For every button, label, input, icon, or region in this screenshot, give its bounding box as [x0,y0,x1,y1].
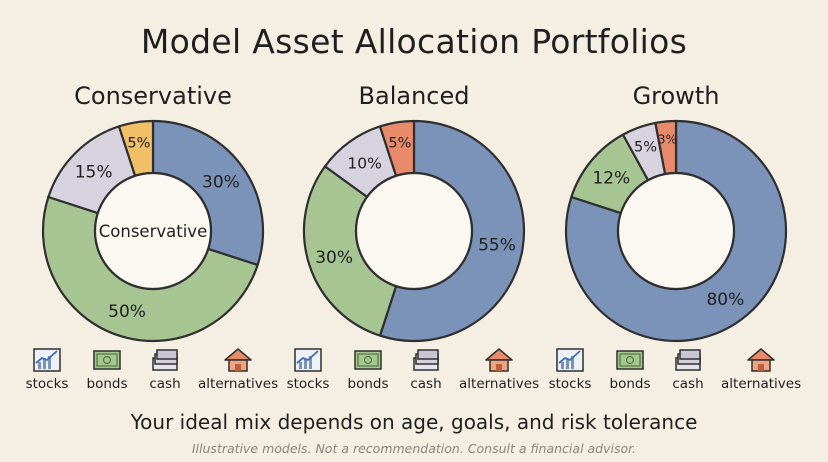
legend-label: alternatives [721,376,802,392]
alternatives-value-label: 5% [127,135,150,151]
chart-title: Growth [632,82,720,110]
stock-chart-icon [556,348,584,372]
legend-item-cash: cash [125,346,205,392]
legend-label: cash [410,376,442,392]
stocks-value-label: 55% [478,235,516,255]
cash-value-label: 5% [634,140,657,156]
balanced-donut-chart: 55% 30% 10% 5% [302,119,526,343]
bonds-value-label: 50% [108,302,146,322]
legend-item-bonds: bonds [67,346,147,392]
legend: stocks bonds cash alternatives [538,346,814,396]
legend-label: stocks [286,376,330,392]
disclaimer-note: Illustrative models. Not a recommendatio… [191,441,637,456]
legend-item-cash: cash [386,346,466,392]
cash-value-label: 10% [347,155,381,173]
stocks-value-label: 30% [202,173,240,193]
legend-item-bonds: bonds [590,346,670,392]
bonds-value-label: 12% [592,169,630,189]
cash-stack-icon [675,349,701,371]
page-title: Model Asset Allocation Portfolios [140,22,688,61]
donut-hole [616,171,736,291]
donut-hole [93,171,213,291]
legend-label: stocks [25,376,69,392]
alternatives-value-label: 3% [658,133,677,147]
legend: stocks bonds cash alternatives [276,346,552,396]
legend: stocks bonds cash alternatives [15,346,291,396]
legend-item-stocks: stocks [268,346,348,392]
conservative-donut-chart: 30% 50% 15% 5% Conservative [41,119,265,342]
conservative-chart-panel: Conservative 30% 50% 15% 5% Conservative sto… [15,78,291,398]
cash-stack-icon [152,349,178,371]
house-icon [747,348,775,372]
legend-item-stocks: stocks [530,346,610,392]
bond-certificate-icon [93,350,121,370]
alternatives-value-label: 5% [388,135,411,151]
bonds-value-label: 30% [315,248,353,268]
chart-title: Conservative [74,82,232,110]
footer-message: Your ideal mix depends on age, goals, an… [130,410,698,434]
legend-label: alternatives [198,376,279,392]
legend-item-alternatives: alternatives [198,346,278,392]
bond-certificate-icon [354,350,382,370]
legend-label: bonds [609,376,651,392]
center-label: Conservative [99,222,207,241]
balanced-chart-panel: Balanced 55% 30% 10% 5% stocks bonds cash alte… [276,78,552,398]
legend-label: alternatives [459,376,540,392]
legend-label: stocks [548,376,592,392]
legend-item-stocks: stocks [7,346,87,392]
house-icon [224,348,252,372]
legend-item-alternatives: alternatives [459,346,539,392]
legend-label: cash [149,376,181,392]
cash-value-label: 15% [75,163,113,183]
growth-chart-panel: Growth 80% 12% 5% 3% stocks bonds cash alterna… [538,78,814,398]
legend-item-alternatives: alternatives [721,346,801,392]
house-icon [485,348,513,372]
stock-chart-icon [33,348,61,372]
legend-item-cash: cash [648,346,728,392]
donut-hole [354,171,474,291]
bond-certificate-icon [616,350,644,370]
legend-item-bonds: bonds [328,346,408,392]
cash-stack-icon [413,349,439,371]
chart-title: Balanced [358,82,470,110]
growth-donut-chart: 80% 12%5% 3% [564,119,788,343]
legend-label: cash [672,376,704,392]
stocks-value-label: 80% [706,290,744,310]
stock-chart-icon [294,348,322,372]
legend-label: bonds [347,376,389,392]
legend-label: bonds [86,376,128,392]
